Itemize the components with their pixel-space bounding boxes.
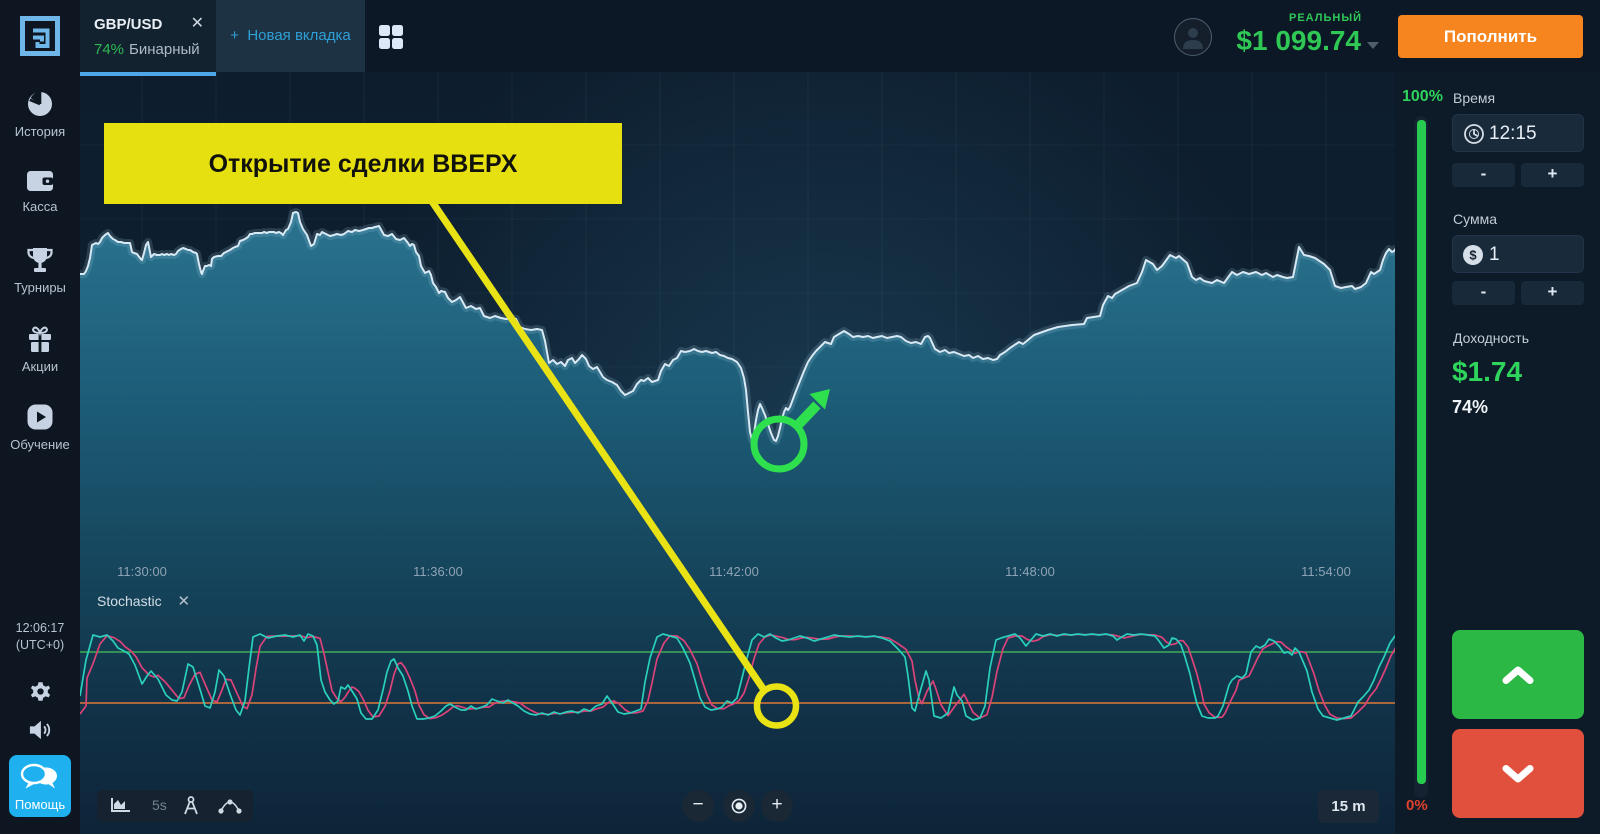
- svg-text:$: $: [1469, 248, 1477, 263]
- svg-text:Открытие сделки ВВЕРХ: Открытие сделки ВВЕРХ: [209, 150, 518, 178]
